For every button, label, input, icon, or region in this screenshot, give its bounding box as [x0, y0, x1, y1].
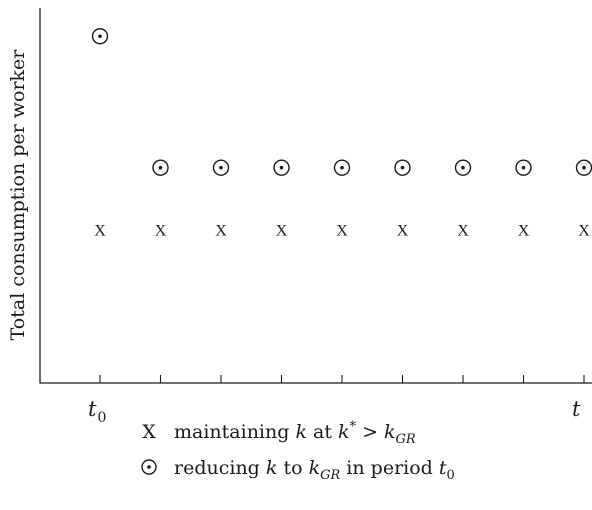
x-ticks: t0 t: [88, 375, 585, 426]
axis-lines: [39, 8, 592, 384]
x-point-2: X: [215, 223, 227, 240]
legend-text: maintaining k at k* > kGR: [174, 420, 416, 448]
x-point-4: X: [336, 223, 348, 240]
circled-dot-point-1: [152, 159, 169, 176]
x-point-8: X: [578, 223, 590, 240]
x-point-6: X: [457, 223, 469, 240]
axes: [39, 8, 592, 384]
circled-dot-point-7: [515, 159, 532, 176]
x-point-1: X: [155, 223, 167, 240]
x-point-0: X: [94, 223, 106, 240]
x-point-5: X: [397, 223, 409, 240]
circled-dot-point-4: [333, 159, 351, 176]
x-point-7: X: [518, 223, 530, 240]
legend-x-symbol: X: [142, 421, 156, 444]
y-axis-label: Total consumption per worker: [7, 49, 29, 341]
circled-dot-point-8: [575, 159, 592, 176]
legend-circled-dot-icon: [138, 457, 160, 479]
circled-dot-point-2: [212, 159, 230, 176]
x-tick-label-0: t0: [88, 397, 106, 426]
x-tick-label-8: t: [572, 397, 581, 421]
circled-dot-point-6: [454, 159, 472, 176]
circled-dot-point-5: [394, 159, 411, 176]
legend-text: reducing k to kGR in period t0: [174, 457, 455, 483]
legend-entry-circled-dot: reducing k to kGR in period t0: [138, 457, 455, 483]
x-point-3: X: [276, 223, 288, 240]
circled-dot-point-3: [273, 159, 290, 176]
circled-dot-point-0: [91, 28, 109, 45]
